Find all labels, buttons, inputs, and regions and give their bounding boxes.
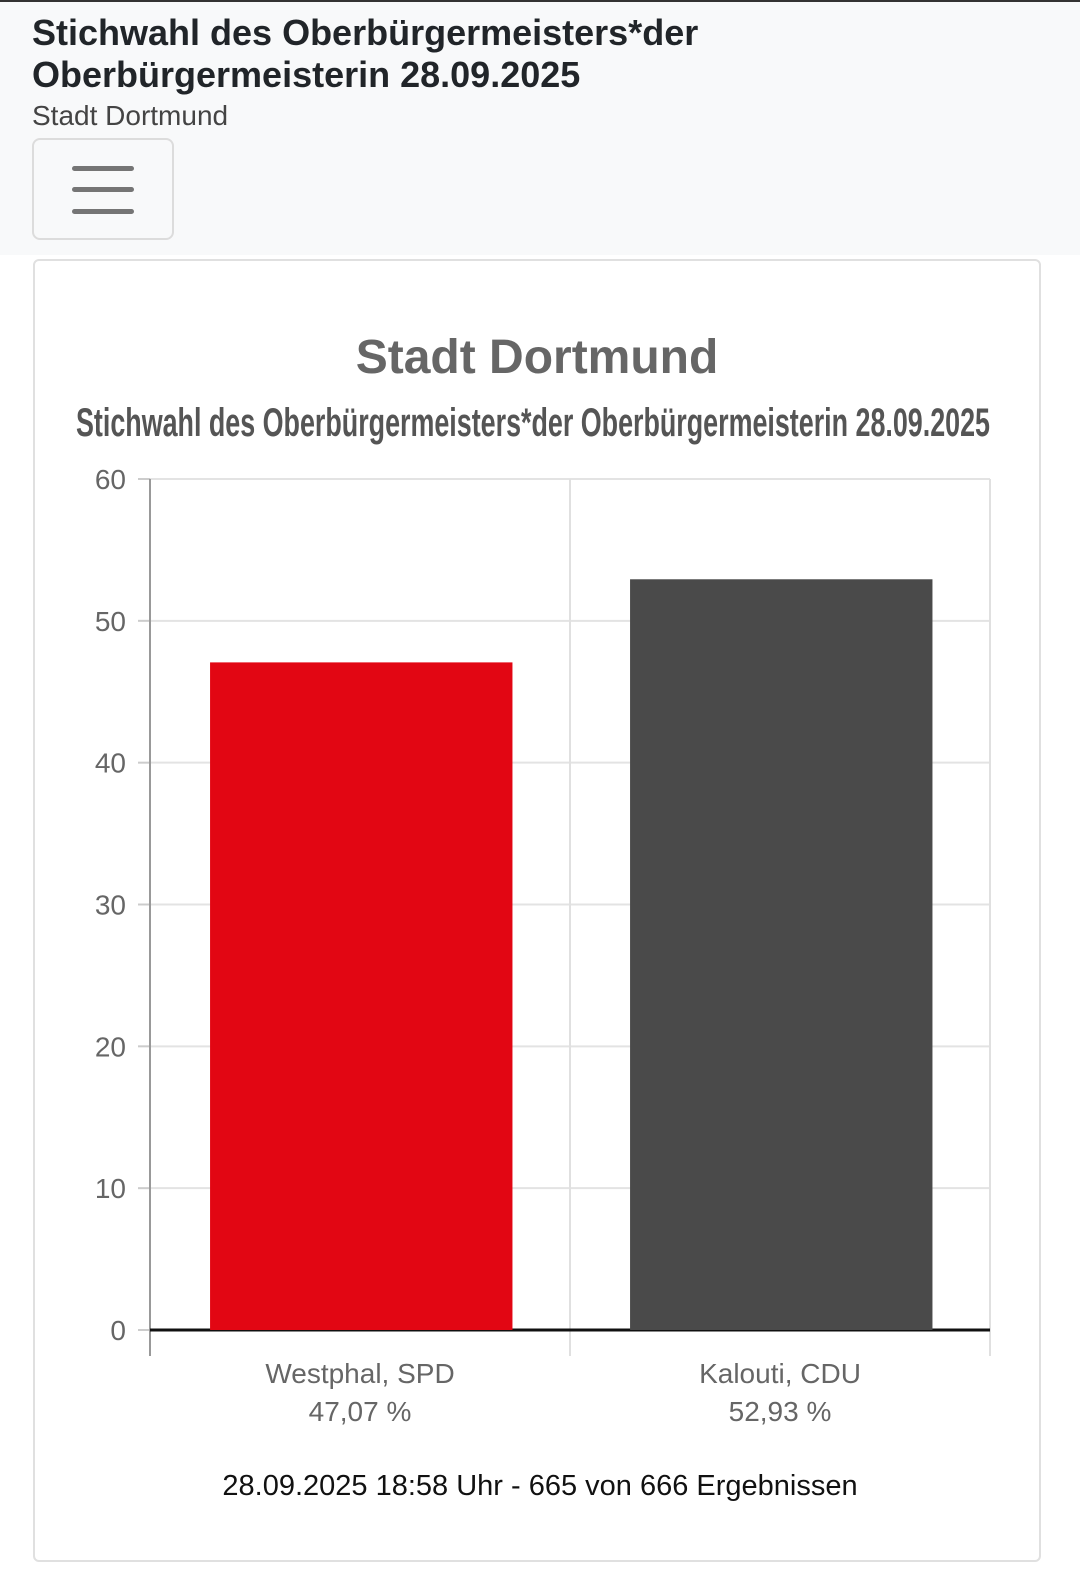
y-tick-label: 0	[110, 1315, 126, 1346]
page-title: Stichwahl des Oberbürgermeisters*der Obe…	[32, 12, 699, 95]
y-tick-label: 30	[95, 890, 126, 921]
x-value-label: 47,07 %	[309, 1396, 412, 1427]
y-tick-label: 60	[95, 464, 126, 495]
page-header: Stichwahl des Oberbürgermeisters*der Obe…	[0, 2, 1080, 255]
x-category-label: Kalouti, CDU	[699, 1358, 861, 1389]
bar-westphal-spd	[210, 662, 513, 1330]
x-value-label: 52,93 %	[729, 1396, 832, 1427]
x-category-label: Westphal, SPD	[265, 1358, 454, 1389]
top-border	[0, 0, 1080, 2]
menu-toggle-button[interactable]	[32, 138, 174, 240]
y-tick-label: 40	[95, 748, 126, 779]
hamburger-icon	[72, 187, 134, 192]
chart-title: Stadt Dortmund	[356, 331, 719, 384]
hamburger-icon	[72, 209, 134, 214]
y-tick-label: 50	[95, 606, 126, 637]
chart-subtitle: Stichwahl des Oberbürgermeisters*der Obe…	[76, 401, 990, 445]
y-tick-label: 20	[95, 1031, 126, 1062]
y-tick-label: 10	[95, 1173, 126, 1204]
hamburger-icon	[72, 166, 134, 171]
results-status: 28.09.2025 18:58 Uhr - 665 von 666 Ergeb…	[222, 1470, 858, 1502]
page-subtitle: Stadt Dortmund	[32, 100, 229, 131]
bar-kalouti-cdu	[630, 579, 933, 1330]
